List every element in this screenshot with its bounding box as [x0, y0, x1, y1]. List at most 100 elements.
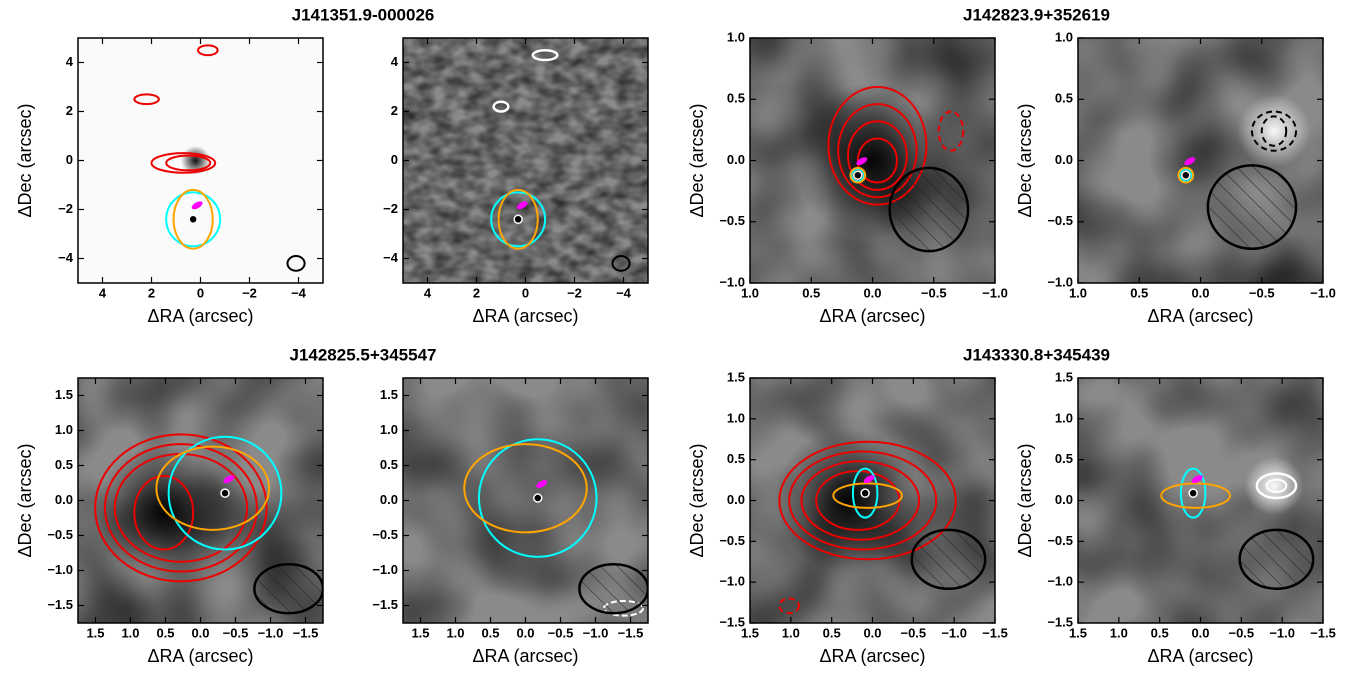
y-tick-label: −0.5 — [719, 213, 745, 228]
x-tick-label: 1.0 — [121, 625, 139, 640]
x-tick-label: −2 — [567, 285, 582, 300]
image-texture — [403, 38, 648, 283]
contour — [778, 597, 801, 615]
beam — [578, 562, 648, 615]
x-tick-label: 4 — [99, 285, 107, 300]
y-tick-label: 0.0 — [1055, 492, 1073, 507]
x-axis-label: ΔRA (arcsec) — [147, 306, 253, 326]
source — [1181, 170, 1191, 180]
lens-arc — [856, 157, 868, 166]
y-tick-label: −4 — [383, 250, 399, 265]
x-tick-label: 1.0 — [446, 625, 464, 640]
y-tick-label: −0.5 — [1047, 533, 1073, 548]
x-axis-label: ΔRA (arcsec) — [472, 306, 578, 326]
x-tick-label: 1.0 — [1110, 625, 1128, 640]
x-tick-label: 0.0 — [1191, 625, 1209, 640]
contour — [851, 467, 879, 519]
lens-arc — [191, 201, 203, 210]
y-tick-label: 1.0 — [727, 410, 745, 425]
source — [1188, 488, 1198, 498]
image — [78, 38, 323, 283]
panel: 1.0 0.5 0.0 −0.5 −1.0 −1.0 −0.5 0.0 0.5 1.0 ΔRA (a… — [687, 5, 1110, 325]
image — [1078, 378, 1323, 623]
image — [403, 38, 648, 283]
x-tick-label: 1.5 — [411, 625, 429, 640]
emission — [1244, 456, 1304, 516]
y-tick-label: 0.0 — [727, 152, 745, 167]
x-tick-label: −0.5 — [1228, 625, 1254, 640]
contour — [611, 255, 631, 272]
x-tick-label: −4 — [616, 285, 632, 300]
contour — [832, 482, 903, 509]
source — [533, 493, 543, 503]
y-tick-label: 0.0 — [55, 492, 73, 507]
x-tick-label: 4 — [424, 285, 432, 300]
y-tick-label: −1.5 — [1047, 614, 1073, 629]
contour — [167, 435, 283, 551]
y-tick-label: 0 — [66, 152, 73, 167]
y-axis-label: ΔDec (arcsec) — [15, 103, 35, 217]
panel: 4 2 0 −2 −4 −4 −2 0 2 4 ΔRA (arcsec) — [383, 37, 649, 326]
x-tick-label: 0.5 — [481, 625, 499, 640]
x-tick-label: 0.5 — [156, 625, 174, 640]
contour — [197, 44, 219, 57]
x-tick-label: 2 — [473, 285, 480, 300]
x-tick-label: 0 — [197, 285, 204, 300]
lens-arc — [223, 475, 235, 484]
x-tick-label: 0.0 — [863, 285, 881, 300]
y-tick-label: −2 — [383, 201, 398, 216]
chart-title: J143330.8+345439 — [963, 345, 1110, 364]
contour — [850, 168, 865, 183]
y-axis-label: ΔDec (arcsec) — [15, 443, 35, 557]
contour — [1177, 166, 1195, 184]
contour — [103, 443, 258, 573]
contour — [837, 103, 918, 199]
y-tick-label: 0.0 — [380, 492, 398, 507]
beam — [888, 166, 970, 253]
y-tick-label: 2 — [66, 103, 73, 118]
y-tick-label: 1.0 — [380, 422, 398, 437]
y-tick-label: 0 — [391, 152, 398, 167]
x-tick-label: 1.5 — [86, 625, 104, 640]
source — [860, 488, 870, 498]
contour — [849, 166, 867, 184]
y-tick-label: 1.5 — [727, 369, 745, 384]
contour — [531, 49, 559, 62]
x-tick-label: −0.5 — [223, 625, 249, 640]
contour — [172, 188, 214, 250]
y-tick-label: −4 — [58, 250, 74, 265]
y-tick-label: 0.5 — [727, 91, 745, 106]
y-tick-label: −2 — [58, 201, 73, 216]
contour — [286, 255, 306, 272]
y-tick-label: −1.5 — [719, 614, 745, 629]
x-axis-label: ΔRA (arcsec) — [1147, 646, 1253, 666]
x-tick-label: 0.0 — [1191, 285, 1209, 300]
x-axis-label: ΔRA (arcsec) — [1147, 306, 1253, 326]
source — [188, 214, 198, 225]
y-tick-label: −0.5 — [719, 533, 745, 548]
x-tick-label: −1.0 — [941, 625, 967, 640]
beam — [910, 528, 987, 590]
panel: 1.5 1.0 0.5 0.0 −0.5 −1.0 −1.5 −1.5 −1.0 −0.5 0.0 0… — [687, 345, 1110, 665]
contour — [847, 120, 908, 191]
x-tick-label: −0.5 — [921, 285, 947, 300]
contour — [937, 110, 965, 152]
y-tick-label: 1.0 — [727, 29, 745, 44]
x-tick-label: −1.0 — [1269, 625, 1295, 640]
x-tick-label: −1.5 — [618, 625, 644, 640]
lens-arc — [1191, 475, 1203, 484]
image — [1078, 38, 1323, 283]
image — [750, 378, 995, 623]
x-tick-label: −1.5 — [293, 625, 319, 640]
y-tick-label: 1.0 — [1055, 29, 1073, 44]
y-tick-label: −0.5 — [372, 527, 398, 542]
x-tick-label: 0.0 — [191, 625, 209, 640]
x-axis-label: ΔRA (arcsec) — [147, 646, 253, 666]
y-tick-label: 0.5 — [727, 451, 745, 466]
x-tick-label: −4 — [291, 285, 307, 300]
x-tick-label: 2 — [148, 285, 155, 300]
x-tick-label: 1.5 — [741, 625, 759, 640]
contour — [492, 100, 510, 113]
y-tick-label: −1.0 — [1047, 574, 1073, 589]
